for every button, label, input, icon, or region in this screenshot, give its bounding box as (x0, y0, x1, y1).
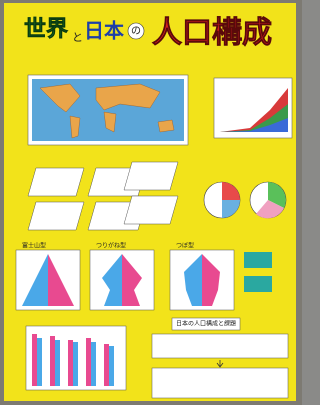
pyramid-charts (16, 250, 272, 310)
title-japan: 日本 (84, 19, 124, 43)
drawing-part (37, 338, 42, 386)
title-and: と (72, 31, 83, 44)
drawing-part (104, 344, 109, 386)
drawing-part (50, 336, 55, 386)
drawing-part (28, 168, 84, 196)
tile-group (28, 162, 178, 230)
drawing-part (91, 342, 96, 386)
pyramid-label: つりがね型 (96, 242, 126, 250)
drawing-part (55, 340, 60, 386)
drawing-part (68, 340, 73, 386)
drawing-part (28, 202, 84, 230)
summary-title: 日本の人口構成と課題 (176, 320, 236, 328)
title-population: 人口構成 (152, 16, 272, 51)
drawing-part (109, 346, 114, 386)
drawing-part (244, 276, 272, 292)
drawing-part (32, 334, 37, 386)
drawing-part (124, 196, 178, 224)
drawing-part (73, 342, 78, 386)
summary-box (152, 334, 288, 358)
pyramid-label: 富士山型 (22, 242, 46, 250)
title-world: 世界 (24, 17, 68, 42)
summary-box (152, 368, 288, 398)
poster-photo: 世界 と 日本 の 人口構成 富士山型 つりがね型 つぼ型 (0, 0, 302, 405)
drawing-part (124, 162, 178, 190)
drawing-part (244, 252, 272, 268)
pyramid-label: つぼ型 (176, 242, 194, 250)
title-no: の (131, 26, 141, 37)
page: 世界 と 日本 の 人口構成 富士山型 つりがね型 つぼ型 (0, 0, 302, 405)
drawing-part (86, 338, 91, 386)
